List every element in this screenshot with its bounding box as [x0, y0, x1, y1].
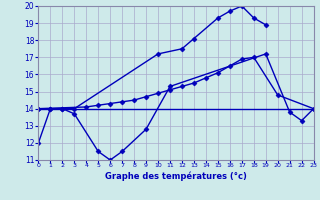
X-axis label: Graphe des températures (°c): Graphe des températures (°c) — [105, 171, 247, 181]
